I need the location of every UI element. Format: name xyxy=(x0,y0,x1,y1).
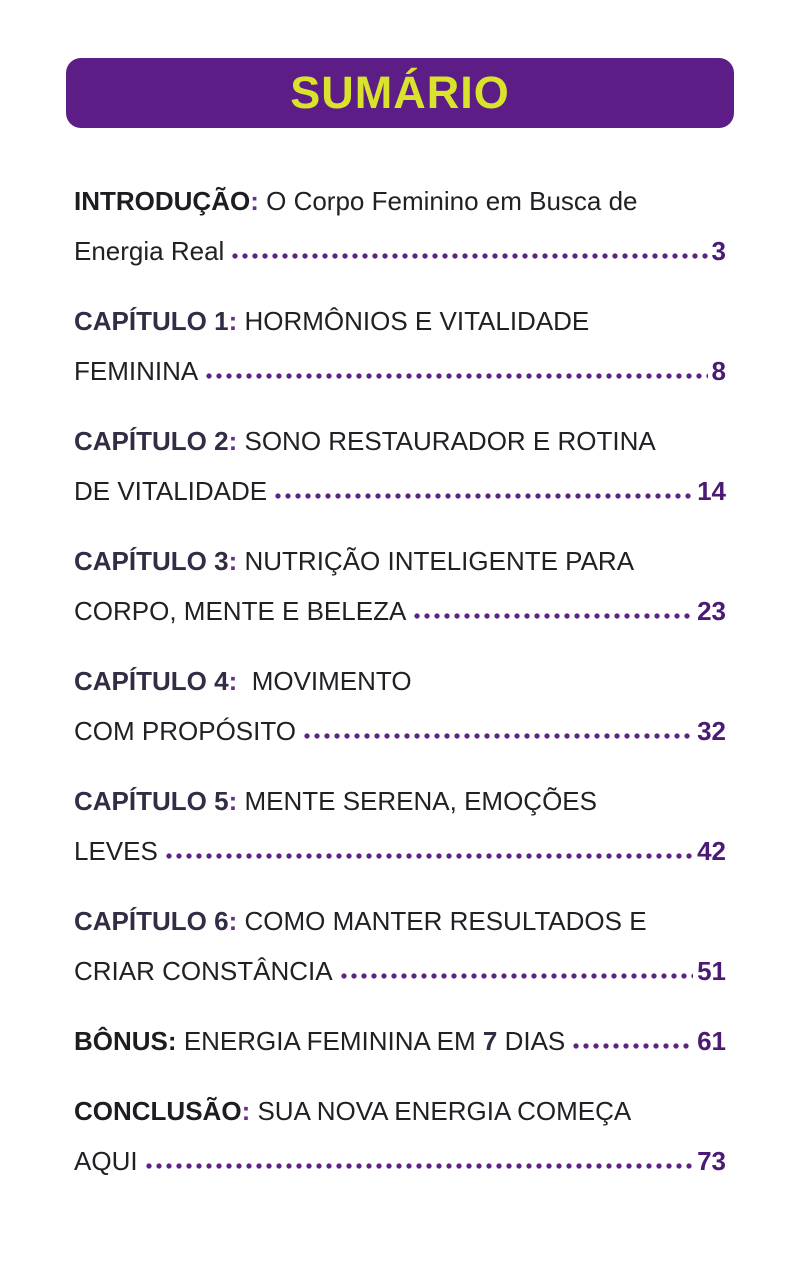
entry-title: COM PROPÓSITO xyxy=(74,716,296,746)
toc-entry-line: BÔNUS: ENERGIA FEMININA EM 7 DIAS 61 xyxy=(74,1016,726,1066)
entry-title: SONO RESTAURADOR E ROTINA xyxy=(244,426,656,456)
entry-colon: : xyxy=(228,906,238,936)
page-number: 8 xyxy=(711,356,726,386)
page-number: 32 xyxy=(697,716,726,746)
page-title: SUMÁRIO xyxy=(290,67,510,118)
dot-leader xyxy=(163,826,694,876)
entry-title: CORPO, MENTE E BELEZA xyxy=(74,596,407,626)
entry-title: FEMININA xyxy=(74,356,199,386)
toc-entry-line2: AQUI 73 xyxy=(74,1136,726,1186)
toc-entry-line2: FEMININA 8 xyxy=(74,346,726,396)
toc-entry-line1: CAPÍTULO 3: NUTRIÇÃO INTELIGENTE PARA xyxy=(74,536,726,586)
entry-title: CRIAR CONSTÂNCIA xyxy=(74,956,333,986)
toc-entry-line1: CAPÍTULO 6: COMO MANTER RESULTADOS E xyxy=(74,896,726,946)
dot-leader xyxy=(338,946,694,996)
entry-colon: : xyxy=(228,306,238,336)
toc-entry-introducao[interactable]: INTRODUÇÃO: O Corpo Feminino em Busca de… xyxy=(74,176,726,276)
page-number: 61 xyxy=(697,1026,726,1056)
toc-entry-line1: CAPÍTULO 2: SONO RESTAURADOR E ROTINA xyxy=(74,416,726,466)
toc-entry-line2: COM PROPÓSITO 32 xyxy=(74,706,726,756)
toc-entry-line1: CONCLUSÃO: SUA NOVA ENERGIA COMEÇA xyxy=(74,1086,726,1136)
dot-leader xyxy=(143,1136,694,1186)
entry-title: AQUI xyxy=(74,1146,138,1176)
summary-page: SUMÁRIO INTRODUÇÃO: O Corpo Feminino em … xyxy=(0,58,800,1280)
entry-title: ENERGIA FEMININA EM xyxy=(183,1026,476,1056)
entry-title: NUTRIÇÃO INTELIGENTE PARA xyxy=(244,546,635,576)
page-number: 42 xyxy=(697,836,726,866)
toc-entry-line1: INTRODUÇÃO: O Corpo Feminino em Busca de xyxy=(74,176,726,226)
entry-title: COMO MANTER RESULTADOS E xyxy=(244,906,647,936)
toc-entry-bonus[interactable]: BÔNUS: ENERGIA FEMININA EM 7 DIAS 61 xyxy=(74,1016,726,1066)
page-number: 14 xyxy=(697,476,726,506)
entry-prefix: CAPÍTULO 6 xyxy=(74,906,229,936)
toc-entry-capitulo-6[interactable]: CAPÍTULO 6: COMO MANTER RESULTADOS E CRI… xyxy=(74,896,726,996)
entry-title: DIAS xyxy=(504,1026,566,1056)
entry-prefix: BÔNUS xyxy=(74,1026,168,1056)
toc-entry-line2: DE VITALIDADE 14 xyxy=(74,466,726,516)
dot-leader xyxy=(571,1016,694,1066)
entry-prefix: CAPÍTULO 5 xyxy=(74,786,229,816)
page-number: 51 xyxy=(697,956,726,986)
toc-entry-capitulo-2[interactable]: CAPÍTULO 2: SONO RESTAURADOR E ROTINA DE… xyxy=(74,416,726,516)
page-number: 23 xyxy=(697,596,726,626)
entry-prefix: CAPÍTULO 4 xyxy=(74,666,229,696)
dot-leader xyxy=(230,226,708,276)
toc-entry-conclusao[interactable]: CONCLUSÃO: SUA NOVA ENERGIA COMEÇA AQUI … xyxy=(74,1086,726,1186)
summary-header-banner: SUMÁRIO xyxy=(66,58,734,128)
entry-colon: : xyxy=(167,1026,177,1056)
dot-leader xyxy=(302,706,694,756)
entry-prefix: CAPÍTULO 1 xyxy=(74,306,229,336)
entry-colon: : xyxy=(241,1096,251,1126)
entry-prefix: CAPÍTULO 3 xyxy=(74,546,229,576)
entry-title: O Corpo Feminino em Busca de xyxy=(266,186,638,216)
toc-entry-line2: CORPO, MENTE E BELEZA 23 xyxy=(74,586,726,636)
toc-entry-line2: LEVES 42 xyxy=(74,826,726,876)
toc-entry-line1: CAPÍTULO 4: MOVIMENTO xyxy=(74,656,726,706)
entry-title: HORMÔNIOS E VITALIDADE xyxy=(244,306,590,336)
entry-title: SUA NOVA ENERGIA COMEÇA xyxy=(257,1096,632,1126)
page-number: 73 xyxy=(697,1146,726,1176)
entry-title: Energia Real xyxy=(74,236,225,266)
dot-leader xyxy=(204,346,708,396)
entry-title: MENTE SERENA, EMOÇÕES xyxy=(244,786,597,816)
entry-title-bold-number: 7 xyxy=(482,1026,498,1056)
dot-leader xyxy=(273,466,694,516)
toc-entry-capitulo-1[interactable]: CAPÍTULO 1: HORMÔNIOS E VITALIDADE FEMIN… xyxy=(74,296,726,396)
page-number: 3 xyxy=(711,236,726,266)
entry-prefix: INTRODUÇÃO xyxy=(74,186,251,216)
entry-prefix: CAPÍTULO 2 xyxy=(74,426,229,456)
toc-entry-line1: CAPÍTULO 1: HORMÔNIOS E VITALIDADE xyxy=(74,296,726,346)
toc-entry-line2: CRIAR CONSTÂNCIA 51 xyxy=(74,946,726,996)
toc-entry-capitulo-3[interactable]: CAPÍTULO 3: NUTRIÇÃO INTELIGENTE PARA CO… xyxy=(74,536,726,636)
toc-entry-capitulo-4[interactable]: CAPÍTULO 4: MOVIMENTO COM PROPÓSITO 32 xyxy=(74,656,726,756)
entry-prefix: CONCLUSÃO xyxy=(74,1096,242,1126)
toc-entry-line2: Energia Real 3 xyxy=(74,226,726,276)
entry-colon: : xyxy=(228,546,238,576)
entry-lead: BÔNUS: ENERGIA FEMININA EM 7 DIAS xyxy=(74,1016,565,1066)
entry-title: DE VITALIDADE xyxy=(74,476,268,506)
toc-entry-capitulo-5[interactable]: CAPÍTULO 5: MENTE SERENA, EMOÇÕES LEVES … xyxy=(74,776,726,876)
entry-colon: : xyxy=(250,186,259,216)
entry-colon: : xyxy=(228,786,238,816)
entry-title: MOVIMENTO xyxy=(251,666,412,696)
entry-colon: : xyxy=(228,426,238,456)
dot-leader xyxy=(412,586,694,636)
toc-entry-line1: CAPÍTULO 5: MENTE SERENA, EMOÇÕES xyxy=(74,776,726,826)
table-of-contents: INTRODUÇÃO: O Corpo Feminino em Busca de… xyxy=(0,128,800,1186)
entry-title: LEVES xyxy=(74,836,158,866)
entry-colon: : xyxy=(228,666,238,696)
